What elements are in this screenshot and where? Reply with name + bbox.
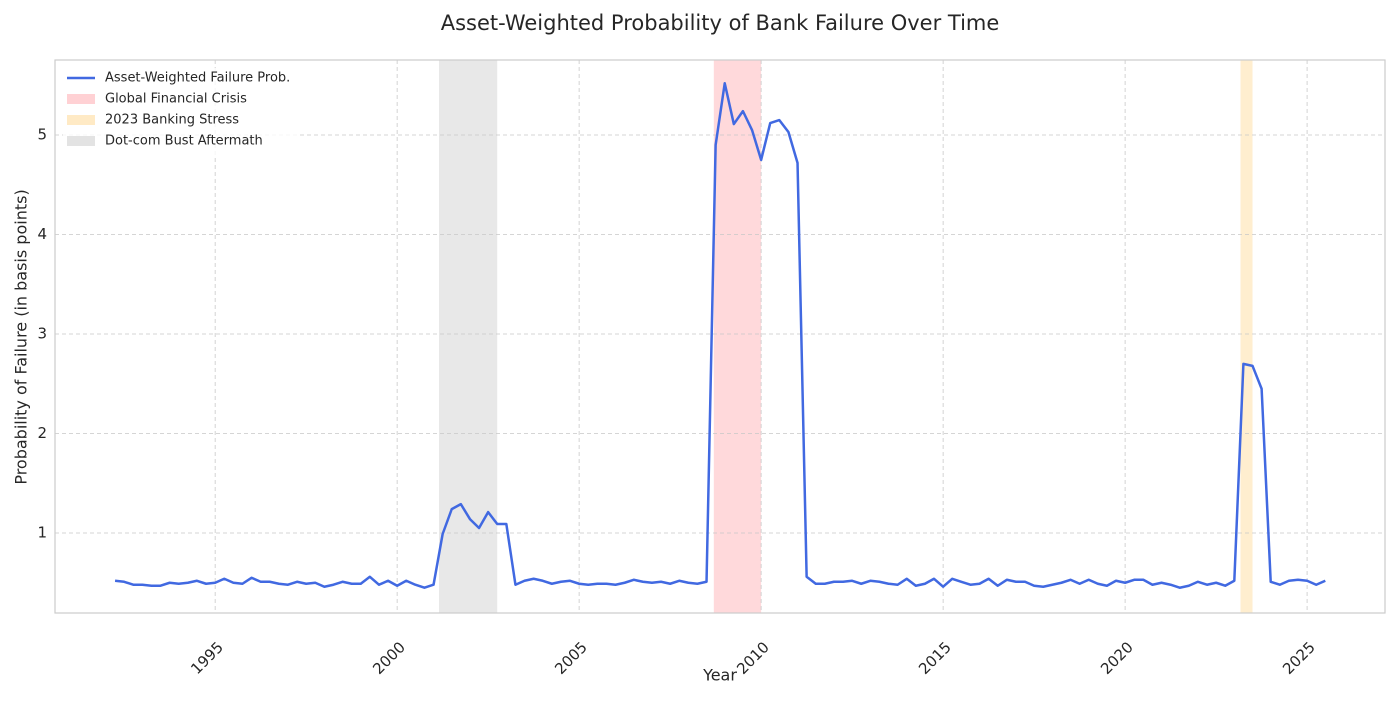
y-tick-label: 5 [37, 126, 47, 144]
shaded-period [713, 60, 762, 613]
legend-label: Global Financial Crisis [105, 92, 247, 107]
legend-label: Dot-com Bust Aftermath [105, 134, 263, 149]
y-tick-label: 3 [37, 325, 47, 343]
x-tick-label: 2010 [733, 638, 773, 678]
legend-box [63, 68, 298, 156]
chart-title: Asset-Weighted Probability of Bank Failu… [441, 11, 1000, 35]
legend-label: 2023 Banking Stress [105, 113, 239, 128]
plot-area: 1995 2000 2005 2010 2015 2020 2025 1 2 3 4 5 Asset-W… [37, 59, 1386, 678]
legend-patch [67, 94, 95, 104]
plot-frame [54, 59, 1386, 614]
x-axis-label: Year [702, 666, 737, 685]
x-tick-label: 2020 [1097, 638, 1137, 678]
x-tick-label: 2005 [551, 638, 591, 678]
x-tick-label: 2025 [1279, 638, 1319, 678]
y-tick-label: 2 [37, 424, 47, 442]
x-tick-label: 2000 [369, 638, 409, 678]
y-axis-label: Probability of Failure (in basis points) [12, 189, 31, 484]
shaded-period [1240, 60, 1253, 613]
legend-label: Asset-Weighted Failure Prob. [105, 71, 290, 86]
x-tick-label: 2015 [915, 638, 955, 678]
legend-patch [67, 115, 95, 125]
legend-patch [67, 136, 95, 146]
data-line [114, 82, 1326, 589]
shaded-period [439, 60, 498, 613]
x-tick-label: 1995 [187, 638, 227, 678]
y-tick-label: 1 [37, 524, 47, 542]
y-tick-label: 4 [37, 225, 47, 243]
